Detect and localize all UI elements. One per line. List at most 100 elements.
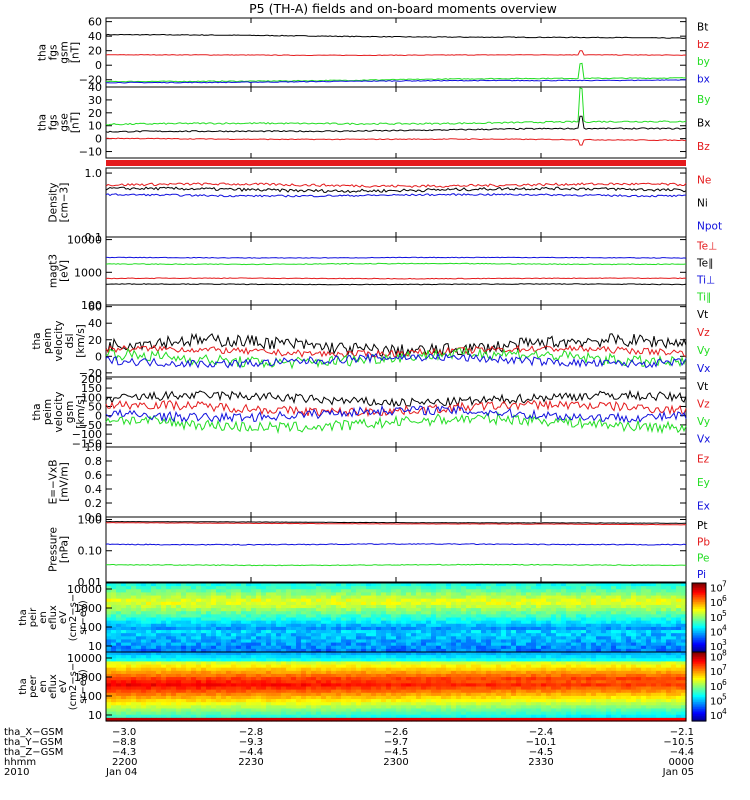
spectrogram-cell [216, 592, 222, 597]
y-axis-label: [mV/m] [59, 462, 71, 501]
spectrogram-cell [461, 601, 467, 606]
spectrogram-cell [116, 708, 122, 713]
spectrogram-cell [641, 661, 647, 666]
spectrogram-cell [636, 686, 642, 691]
spectrogram-cell [456, 695, 462, 700]
spectrogram-cell [181, 664, 187, 669]
spectrogram-cell [401, 686, 407, 691]
spectrogram-cell [526, 586, 532, 590]
spectrogram-cell [191, 692, 197, 697]
spectrogram-cell [271, 683, 277, 688]
spectrogram-cell [401, 652, 407, 656]
spectrogram-cell [226, 655, 232, 659]
spectrogram-cell [656, 583, 662, 587]
spectrogram-cell [681, 673, 687, 678]
spectrogram-cell [251, 642, 257, 647]
spectrogram-cell [361, 680, 367, 684]
spectrogram-cell [391, 639, 397, 644]
spectrogram-cell [356, 705, 362, 710]
spectrogram-cell [606, 623, 612, 628]
spectrogram-cell [251, 592, 257, 597]
spectrogram-cell [271, 598, 277, 603]
spectrogram-cell [411, 677, 417, 681]
spectrogram-cell [426, 692, 432, 697]
spectrogram-cell [451, 583, 457, 587]
spectrogram-cell [106, 636, 112, 641]
spectrogram-cell [106, 705, 112, 710]
spectrogram-cell [551, 648, 557, 653]
spectrogram-cell [116, 601, 122, 606]
spectrogram-cell [111, 692, 117, 697]
spectrogram-cell [146, 705, 152, 710]
spectrogram-cell [651, 636, 657, 641]
spectrogram-cell [516, 636, 522, 641]
spectrogram-cell [371, 620, 377, 625]
spectrogram-cell [381, 645, 387, 650]
spectrogram-cell [171, 601, 177, 606]
spectrogram-cell [366, 686, 372, 691]
spectrogram-cell [501, 667, 507, 672]
spectrogram-cell [181, 686, 187, 691]
spectrogram-cell [211, 595, 217, 600]
spectrogram-cell [216, 623, 222, 628]
spectrogram-cell [616, 667, 622, 672]
spectrogram-cell [166, 670, 172, 675]
spectrogram-cell [501, 702, 507, 706]
spectrogram-cell [406, 702, 412, 706]
spectrogram-cell [361, 699, 367, 703]
spectrogram-cell [496, 652, 502, 656]
spectrogram-cell [171, 589, 177, 594]
spectrogram-cell [491, 692, 497, 697]
spectrogram-cell [331, 617, 337, 622]
spectrogram-cell [221, 645, 227, 650]
spectrogram-cell [196, 677, 202, 681]
spectrogram-cell [616, 592, 622, 597]
spectrogram-cell [641, 699, 647, 703]
spectrogram-cell [246, 586, 252, 590]
spectrogram-cell [621, 645, 627, 650]
spectrogram-cell [441, 598, 447, 603]
spectrogram-cell [611, 617, 617, 622]
spectrogram-cell [196, 614, 202, 619]
spectrogram-cell [586, 670, 592, 675]
spectrogram-cell [441, 608, 447, 612]
colorbar-cell [692, 600, 706, 603]
spectrogram-cell [291, 608, 297, 612]
spectrogram-cell [376, 699, 382, 703]
spectrogram-cell [661, 586, 667, 590]
spectrogram-cell [281, 699, 287, 703]
spectrogram-cell [556, 604, 562, 609]
spectrogram-cell [386, 626, 392, 631]
spectrogram-cell [116, 617, 122, 622]
spectrogram-cell [236, 589, 242, 594]
spectrogram-cell [581, 595, 587, 600]
spectrogram-cell [511, 592, 517, 597]
spectrogram-cell [651, 614, 657, 619]
spectrogram-cell [201, 673, 207, 678]
spectrogram-cell [531, 670, 537, 675]
spectrogram-cell [486, 661, 492, 666]
spectrogram-cell [646, 664, 652, 669]
spectrogram-cell [176, 702, 182, 706]
spectrogram-cell [641, 586, 647, 590]
spectrogram-cell [406, 673, 412, 678]
spectrogram-cell [671, 589, 677, 594]
spectrogram-cell [211, 614, 217, 619]
spectrogram-cell [676, 686, 682, 691]
spectrogram-cell [356, 699, 362, 703]
spectrogram-cell [636, 614, 642, 619]
spectrogram-cell [611, 705, 617, 710]
spectrogram-cell [136, 598, 142, 603]
spectrogram-cell [216, 642, 222, 647]
spectrogram-cell [131, 630, 137, 634]
spectrogram-cell [376, 642, 382, 647]
spectrogram-cell [171, 648, 177, 653]
spectrogram-cell [381, 692, 387, 697]
spectrogram-cell [306, 648, 312, 653]
spectrogram-cell [666, 702, 672, 706]
spectrogram-cell [311, 598, 317, 603]
spectrogram-cell [446, 592, 452, 597]
spectrogram-cell [106, 664, 112, 669]
spectrogram-cell [541, 608, 547, 612]
spectrogram-cell [416, 702, 422, 706]
